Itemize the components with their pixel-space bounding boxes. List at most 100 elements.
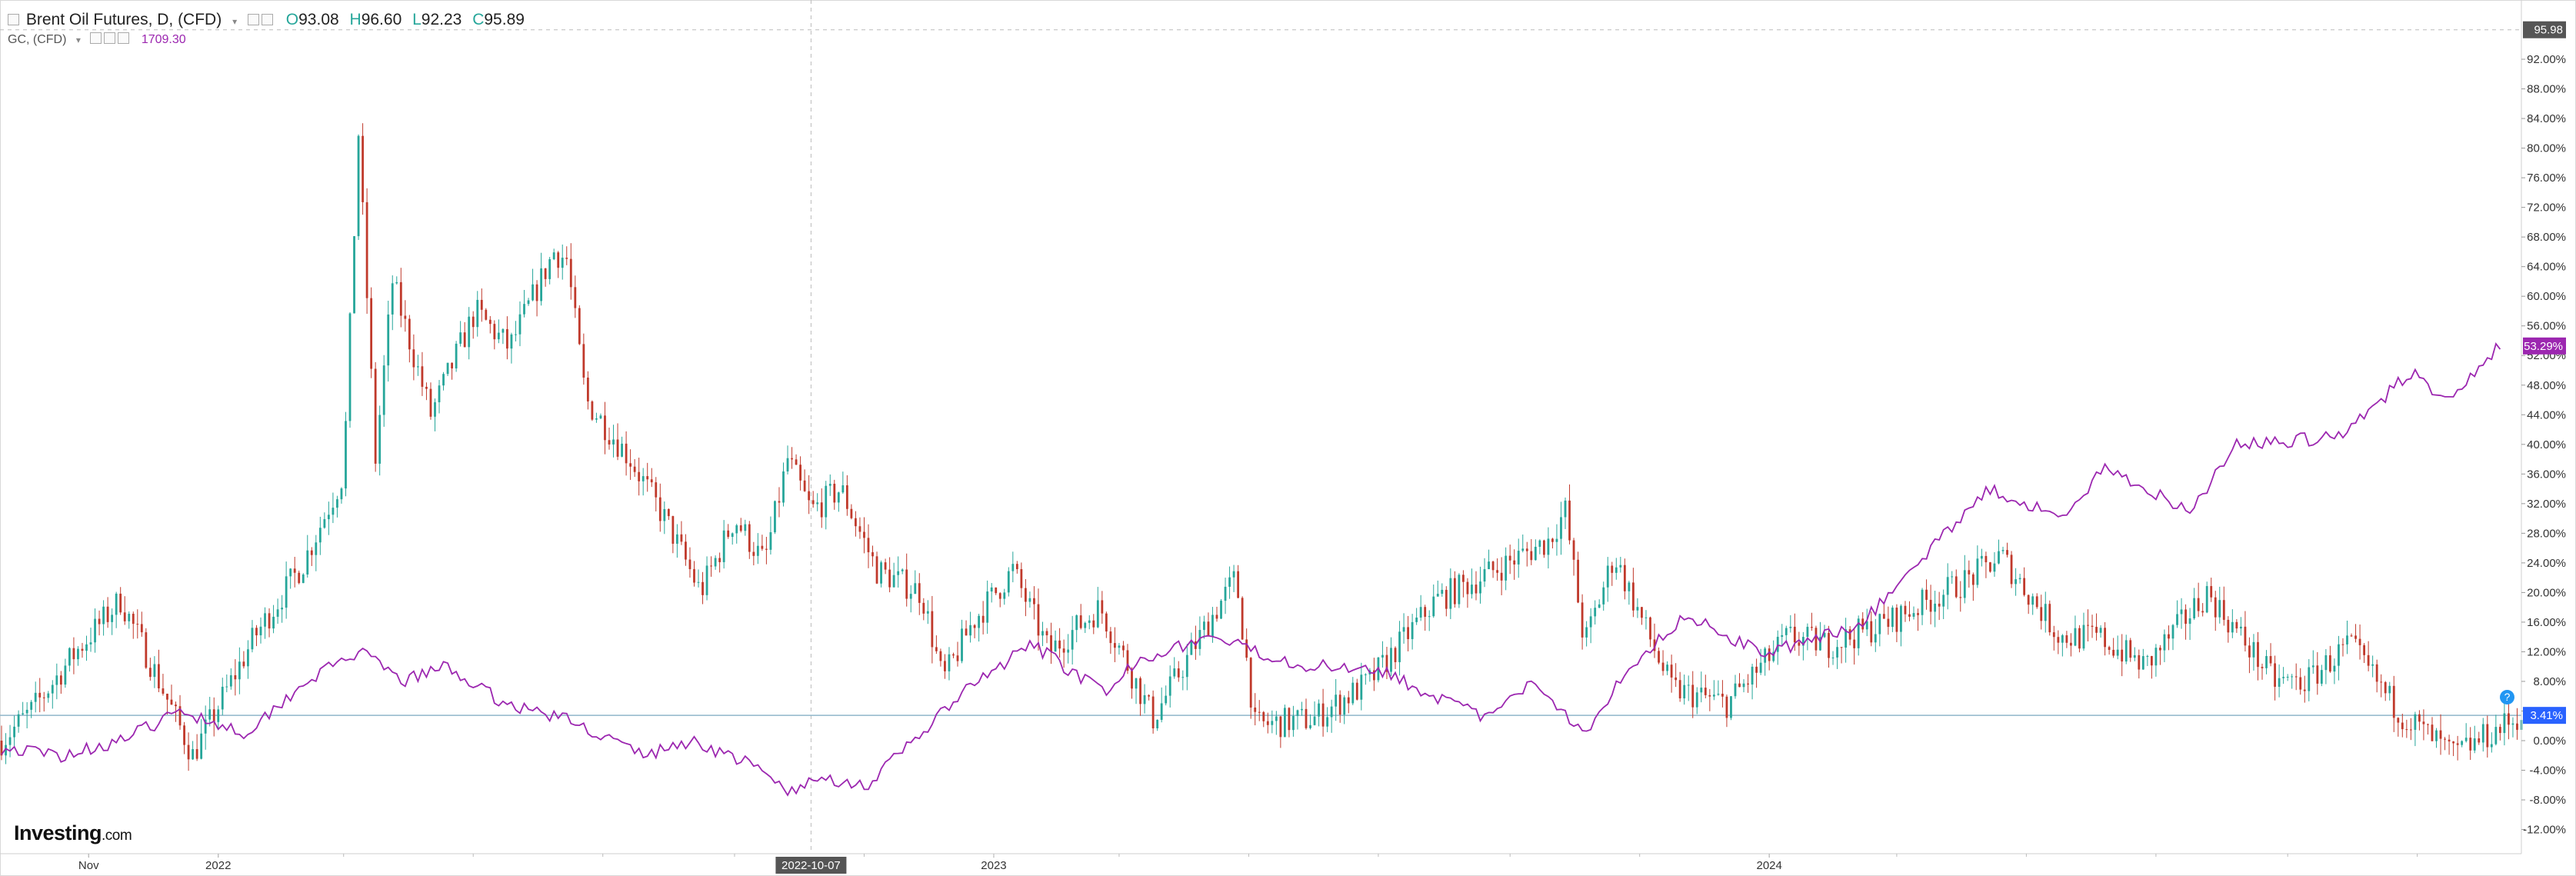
candle <box>2456 743 2459 745</box>
candle <box>1577 559 1579 603</box>
crosshair-date-label: 2022-10-07 <box>781 859 841 872</box>
candle <box>38 692 42 698</box>
candle <box>362 135 364 202</box>
candle <box>739 525 742 531</box>
collapse-legend-icon[interactable] <box>8 14 19 25</box>
candle <box>1415 617 1418 622</box>
candle <box>1088 620 1091 623</box>
y-tick-label: 60.00% <box>2527 290 2566 303</box>
x-axis[interactable]: Nov 2022 2023 2024 <box>0 853 2521 872</box>
candle <box>412 349 415 368</box>
candle <box>217 709 220 722</box>
candle <box>918 583 921 603</box>
candle <box>1819 637 1821 651</box>
candle <box>2401 722 2404 730</box>
chevron-down-icon[interactable]: ▾ <box>232 16 238 27</box>
candle <box>1432 596 1435 617</box>
candle <box>2252 641 2255 658</box>
candle <box>922 602 925 614</box>
candle <box>1836 647 1838 658</box>
candle <box>2205 586 2208 613</box>
candle <box>289 568 292 577</box>
candle <box>2303 689 2306 691</box>
candle <box>655 482 658 498</box>
candle <box>1666 664 1668 671</box>
candle <box>2018 578 2021 580</box>
candle <box>1458 575 1461 605</box>
candle <box>123 612 126 621</box>
candle <box>1585 627 1588 638</box>
candle <box>1411 621 1414 639</box>
candle <box>1126 650 1129 671</box>
close-icon[interactable] <box>118 32 130 44</box>
candle <box>1224 586 1227 601</box>
candle <box>94 618 96 643</box>
candle <box>442 374 445 386</box>
candle <box>2409 729 2412 731</box>
candle <box>799 465 801 481</box>
candle <box>697 581 700 583</box>
candle <box>81 648 84 651</box>
candle <box>1050 635 1052 652</box>
candle <box>1572 540 1575 560</box>
candle <box>497 332 500 340</box>
candle <box>956 655 959 661</box>
candle <box>2044 604 2047 621</box>
candle <box>1062 648 1065 653</box>
candle <box>1084 622 1087 628</box>
candle <box>1190 641 1193 655</box>
chevron-down-icon[interactable]: ▾ <box>75 35 81 45</box>
candle <box>1542 540 1545 555</box>
logo-name: Investing <box>14 821 102 844</box>
candle <box>2291 676 2294 678</box>
candle <box>1530 551 1533 561</box>
gold-overlay-line <box>1 342 2501 797</box>
candle <box>1471 585 1473 595</box>
candle <box>115 593 118 615</box>
candle <box>2231 621 2234 633</box>
candle <box>2392 685 2395 718</box>
visibility-toggle-icon[interactable] <box>247 14 259 25</box>
candle <box>1848 629 1851 640</box>
candle <box>786 458 789 471</box>
visibility-toggle-icon[interactable] <box>90 32 102 44</box>
candle <box>1895 608 1898 632</box>
close-value: 95.89 <box>484 11 525 28</box>
candle <box>1900 605 1902 632</box>
candle <box>285 576 288 608</box>
candle <box>1641 607 1643 618</box>
y-axis[interactable]: 92.00% 88.00% 84.00% 80.00% 76.00% 72.00% 68.0… <box>2521 0 2566 854</box>
candle <box>2040 607 2043 621</box>
candle <box>1759 662 1762 673</box>
candle <box>1568 500 1571 541</box>
candle <box>710 565 712 567</box>
candle <box>1483 569 1486 582</box>
candle <box>1402 627 1405 632</box>
candle <box>2464 738 2468 741</box>
candle <box>357 135 360 237</box>
help-icon[interactable]: ? <box>2500 690 2514 704</box>
candle <box>1921 589 1924 615</box>
candle <box>1547 538 1550 555</box>
candle <box>234 674 237 680</box>
candle <box>2108 647 2111 650</box>
candle <box>1653 639 1656 651</box>
candle <box>1878 614 1881 635</box>
candle <box>2176 614 2178 625</box>
candle <box>1424 607 1427 617</box>
candle <box>429 388 432 417</box>
candle <box>1798 642 1801 646</box>
main-series-legend: Brent Oil Futures, D, (CFD) ▾ O93.08 H96… <box>8 11 525 29</box>
settings-icon[interactable] <box>104 32 116 44</box>
candle <box>2282 677 2285 678</box>
candle <box>1305 708 1308 728</box>
candle <box>1828 632 1830 658</box>
settings-icon[interactable] <box>261 14 273 25</box>
y-tick-label: 20.00% <box>2527 586 2566 599</box>
candle <box>608 440 611 445</box>
candle <box>2294 676 2298 678</box>
candle <box>2218 600 2221 618</box>
candle <box>404 315 407 319</box>
candle <box>72 648 75 660</box>
